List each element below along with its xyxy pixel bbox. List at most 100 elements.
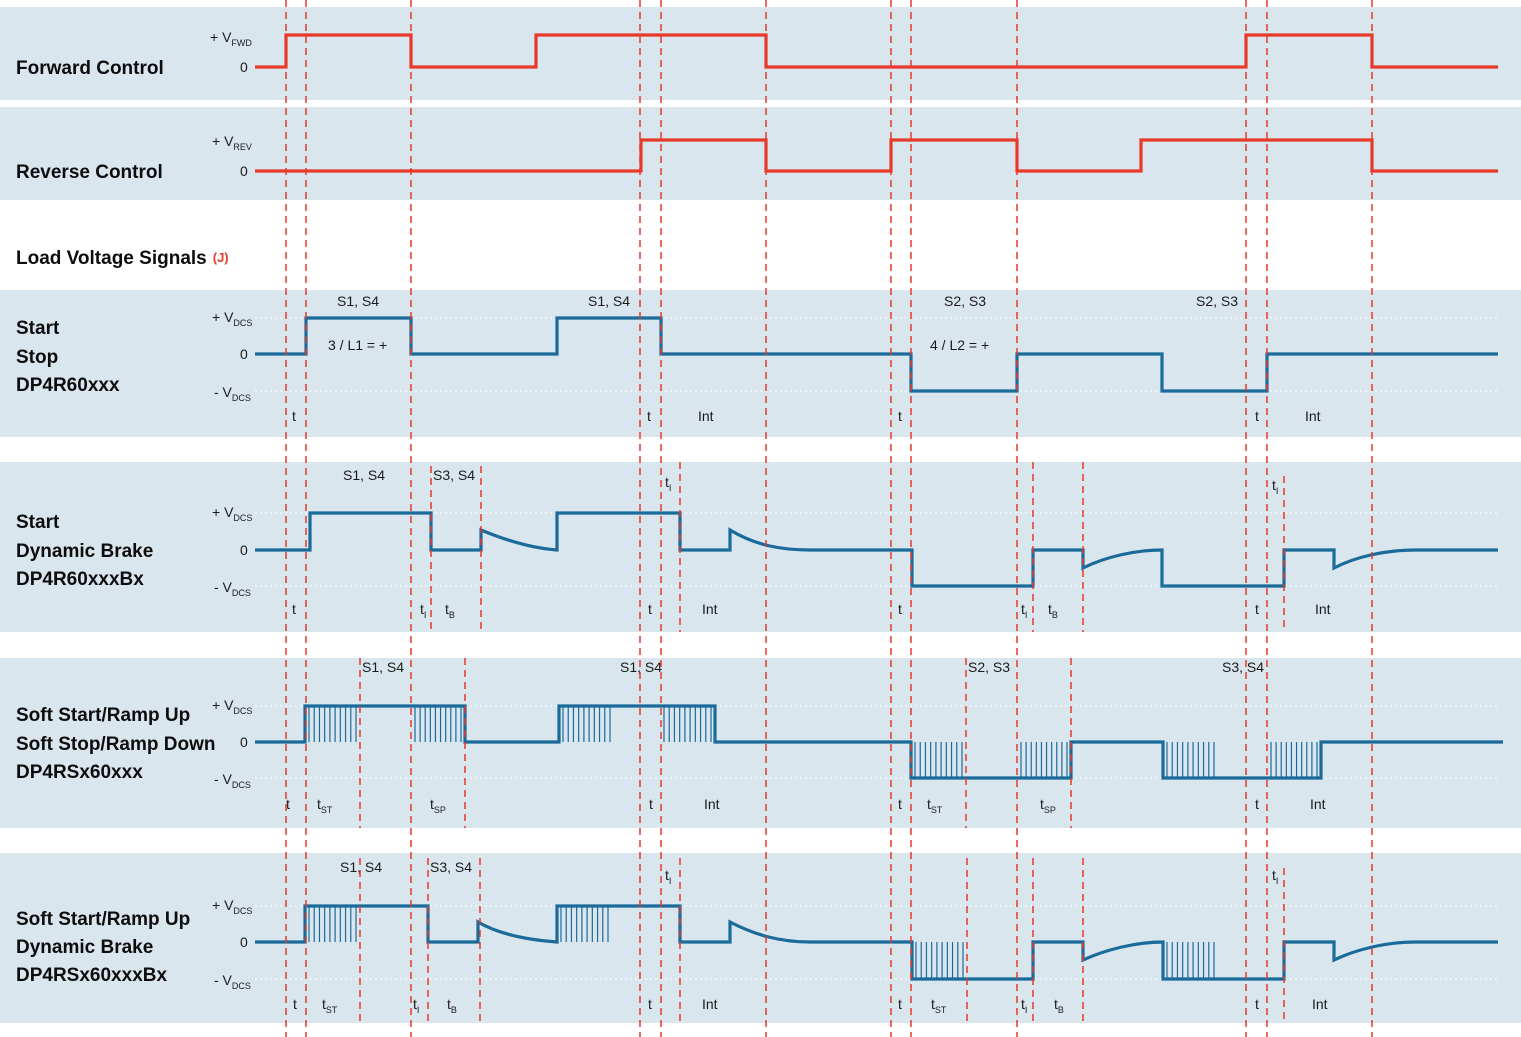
svg-text:tST: tST	[927, 796, 943, 815]
svg-text:t: t	[898, 996, 902, 1012]
svg-text:S1, S4: S1, S4	[620, 659, 662, 675]
pwm-hatch-marks	[308, 706, 1318, 979]
svg-text:DP4R60xxx: DP4R60xxx	[16, 375, 120, 396]
svg-text:Soft Start/Ramp Up: Soft Start/Ramp Up	[16, 705, 190, 726]
svg-text:+ VFWD: + VFWD	[210, 29, 252, 48]
svg-text:tSP: tSP	[430, 796, 446, 815]
svg-text:+ VREV: + VREV	[212, 133, 252, 152]
soft-trace	[255, 704, 1503, 780]
svg-text:t: t	[292, 408, 296, 424]
reverse-band	[0, 107, 1521, 200]
soft-annotations: S1, S4 S1, S4 S2, S3 S3, S4 t tST tSP t …	[286, 659, 1326, 815]
svg-text:t: t	[286, 796, 290, 812]
svg-text:Int: Int	[1305, 408, 1321, 424]
svg-text:Dynamic Brake: Dynamic Brake	[16, 541, 153, 562]
forward-level-labels: + VFWD 0	[210, 29, 252, 75]
svg-text:tI: tI	[1021, 601, 1027, 620]
svg-text:tB: tB	[445, 601, 455, 620]
level-zero-label: 0	[240, 934, 248, 950]
forward-band	[0, 7, 1521, 100]
reverse-control-trace	[255, 138, 1498, 173]
svg-text:Stop: Stop	[16, 347, 58, 368]
level-zero-label: 0	[240, 346, 248, 362]
level-neg-label: - VDCS	[214, 579, 251, 598]
svg-text:Int: Int	[704, 796, 720, 812]
svg-text:Start: Start	[16, 318, 60, 339]
svg-text:t: t	[898, 601, 902, 617]
soft-dyn-trace	[255, 904, 1498, 981]
svg-text:S2, S3: S2, S3	[1196, 293, 1238, 309]
svg-text:Int: Int	[702, 601, 718, 617]
svg-text:Int: Int	[1310, 796, 1326, 812]
forward-control-trace	[255, 33, 1498, 69]
svg-text:t: t	[292, 601, 296, 617]
svg-text:S2, S3: S2, S3	[968, 659, 1010, 675]
svg-text:Int: Int	[1312, 996, 1328, 1012]
dyn-brake-band	[0, 462, 1521, 632]
svg-text:Int: Int	[702, 996, 718, 1012]
svg-text:tI: tI	[1272, 867, 1278, 886]
reverse-control-title: Reverse Control	[16, 162, 163, 183]
level-neg-label: - VDCS	[214, 771, 251, 790]
svg-text:tB: tB	[447, 996, 457, 1015]
soft-title: Soft Start/Ramp Up Soft Stop/Ramp Down D…	[16, 705, 215, 783]
svg-text:0: 0	[240, 163, 248, 179]
svg-text:S1, S4: S1, S4	[343, 467, 385, 483]
start-stop-annotations: S1, S4 S1, S4 S2, S3 S2, S3 3 / L1 = + 4…	[292, 293, 1321, 424]
svg-text:DP4RSx60xxx: DP4RSx60xxx	[16, 762, 143, 783]
svg-text:Int: Int	[698, 408, 714, 424]
level-pos-label: + VDCS	[212, 697, 252, 716]
level-pos-label: + VDCS	[212, 897, 252, 916]
svg-text:4 / L2 = +: 4 / L2 = +	[930, 337, 989, 353]
svg-text:t: t	[1255, 408, 1259, 424]
svg-text:Start: Start	[16, 512, 60, 533]
dyn-brake-title: Start Dynamic Brake DP4R60xxxBx	[16, 512, 153, 590]
svg-text:tB: tB	[1054, 996, 1064, 1015]
forward-control-title: Forward Control	[16, 58, 164, 79]
svg-text:Soft Start/Ramp Up: Soft Start/Ramp Up	[16, 909, 190, 930]
svg-text:tI: tI	[1272, 477, 1278, 496]
svg-text:Dynamic Brake: Dynamic Brake	[16, 937, 153, 958]
svg-text:tI: tI	[1021, 996, 1027, 1015]
svg-text:tB: tB	[1048, 601, 1058, 620]
svg-text:t: t	[649, 796, 653, 812]
svg-text:t: t	[647, 408, 651, 424]
svg-text:tI: tI	[413, 996, 419, 1015]
svg-text:t: t	[1255, 996, 1259, 1012]
svg-text:tSP: tSP	[1040, 796, 1056, 815]
svg-text:S1, S4: S1, S4	[362, 659, 404, 675]
start-stop-trace	[255, 316, 1498, 393]
timing-markers	[285, 0, 1373, 1037]
dyn-brake-trace	[255, 511, 1498, 588]
level-neg-label: - VDCS	[214, 972, 251, 991]
svg-text:t: t	[648, 996, 652, 1012]
svg-text:tST: tST	[317, 796, 333, 815]
svg-text:tI: tI	[665, 474, 671, 493]
svg-text:S1, S4: S1, S4	[588, 293, 630, 309]
svg-text:t: t	[898, 408, 902, 424]
svg-text:tI: tI	[420, 601, 426, 620]
svg-text:S1, S4: S1, S4	[340, 859, 382, 875]
svg-text:t: t	[1255, 601, 1259, 617]
svg-text:3 / L1 = +: 3 / L1 = +	[328, 337, 387, 353]
level-pos-label: + VDCS	[212, 504, 252, 523]
svg-text:DP4R60xxxBx: DP4R60xxxBx	[16, 569, 144, 590]
svg-text:S3, S4: S3, S4	[433, 467, 475, 483]
level-zero-label: 0	[240, 734, 248, 750]
svg-text:tI: tI	[665, 867, 671, 886]
svg-text:DP4RSx60xxxBx: DP4RSx60xxxBx	[16, 965, 167, 986]
svg-text:S3, S4: S3, S4	[430, 859, 472, 875]
level-pos-label: + VDCS	[212, 309, 252, 328]
dyn-brake-annotations: S1, S4 S3, S4 tI tI t tI tB t Int t tI t…	[292, 467, 1331, 620]
load-voltage-title: Load Voltage Signals (J)	[16, 248, 229, 269]
level-neg-label: - VDCS	[214, 384, 251, 403]
soft-dyn-title: Soft Start/Ramp Up Dynamic Brake DP4RSx6…	[16, 909, 190, 986]
svg-text:tST: tST	[931, 996, 947, 1015]
svg-text:Soft Stop/Ramp Down: Soft Stop/Ramp Down	[16, 734, 215, 755]
soft-dyn-annotations: S1, S4 S3, S4 tI tI t tST tI tB t Int t …	[293, 859, 1328, 1015]
start-stop-title: Start Stop DP4R60xxx	[16, 318, 120, 396]
svg-text:t: t	[293, 996, 297, 1012]
svg-text:S3, S4: S3, S4	[1222, 659, 1264, 675]
dcs-level-labels: + VDCS 0 - VDCS + VDCS 0 - VDCS + VDCS 0 - VDCS +…	[212, 309, 252, 991]
